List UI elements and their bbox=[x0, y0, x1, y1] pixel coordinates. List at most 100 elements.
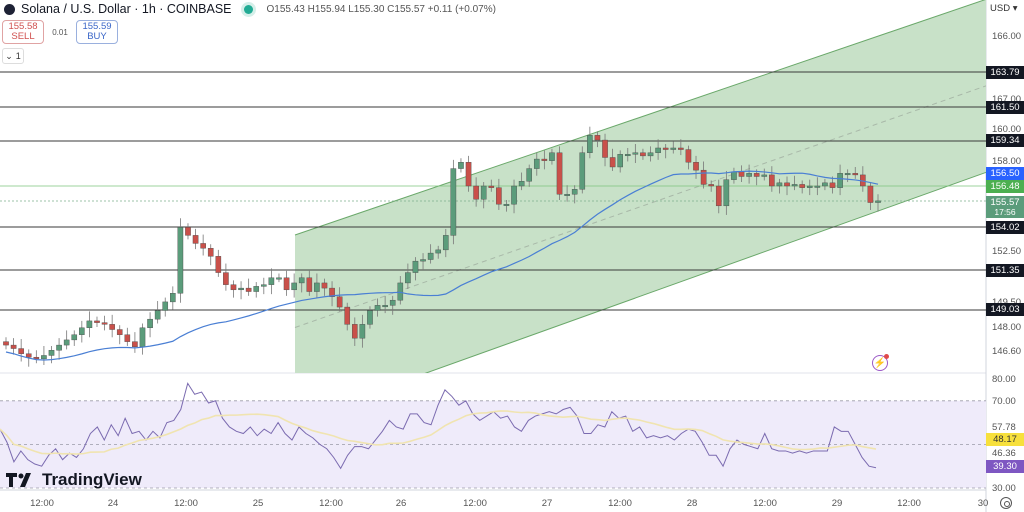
candle bbox=[602, 133, 608, 167]
candle bbox=[154, 301, 161, 324]
settings-gear-icon[interactable] bbox=[1000, 497, 1012, 509]
indicator-count: 1 bbox=[15, 51, 21, 61]
candle bbox=[177, 218, 184, 303]
price-axis-label: 146.60 bbox=[992, 346, 1022, 357]
time-axis-label: 25 bbox=[252, 498, 264, 509]
candle bbox=[314, 273, 320, 298]
candle bbox=[268, 268, 275, 295]
candle bbox=[336, 287, 343, 312]
spread-value: 0.01 bbox=[52, 27, 68, 37]
time-axis-label: 12:00 bbox=[174, 498, 198, 509]
candle bbox=[63, 330, 70, 350]
candle bbox=[761, 168, 768, 181]
candle bbox=[321, 278, 328, 296]
candle bbox=[655, 139, 661, 160]
rsi-ma-line bbox=[0, 410, 877, 455]
candle bbox=[723, 170, 730, 215]
candle bbox=[139, 323, 146, 355]
candle bbox=[518, 172, 525, 191]
candle bbox=[875, 194, 881, 212]
candle bbox=[397, 276, 404, 305]
candle bbox=[245, 278, 252, 296]
candle bbox=[715, 179, 722, 214]
candle bbox=[594, 131, 601, 148]
candle bbox=[329, 281, 335, 307]
candle bbox=[283, 270, 290, 296]
rsi-value-tag: 48.17 bbox=[986, 433, 1024, 446]
time-axis-label: 12:00 bbox=[753, 498, 777, 509]
time-axis-label: 30 bbox=[977, 498, 989, 509]
candle bbox=[442, 228, 449, 258]
candle bbox=[215, 249, 222, 277]
price-level-tag: 163.79 bbox=[986, 66, 1024, 79]
channel-lower-line bbox=[424, 171, 986, 373]
candle bbox=[685, 145, 692, 170]
price-level-tag: 156.50 bbox=[986, 167, 1024, 180]
price-level-tag: 156.48 bbox=[986, 180, 1024, 193]
price-axis-label: 158.00 bbox=[992, 156, 1022, 167]
candle bbox=[147, 312, 153, 338]
moving-average-line bbox=[5, 170, 879, 361]
candle bbox=[33, 350, 40, 364]
candle bbox=[405, 263, 411, 289]
time-axis-label: 12:00 bbox=[319, 498, 343, 509]
candle bbox=[101, 315, 108, 331]
candle bbox=[10, 338, 17, 355]
candle bbox=[571, 185, 578, 204]
candle bbox=[579, 146, 586, 194]
symbol-title[interactable]: Solana / U.S. Dollar · 1h · COINBASE bbox=[21, 2, 232, 16]
price-level-tag: 155.57 bbox=[986, 196, 1024, 209]
candle bbox=[799, 180, 805, 194]
time-axis-label: 28 bbox=[686, 498, 698, 509]
sell-button[interactable]: 155.58 SELL bbox=[2, 20, 44, 44]
candle bbox=[647, 146, 654, 162]
candle bbox=[230, 280, 237, 298]
candle bbox=[79, 320, 85, 343]
candle bbox=[496, 178, 502, 210]
candle bbox=[806, 179, 813, 196]
candle bbox=[822, 178, 828, 191]
buy-label: BUY bbox=[87, 31, 107, 42]
candle bbox=[541, 150, 548, 170]
time-axis-label: 24 bbox=[107, 498, 119, 509]
candle bbox=[458, 158, 464, 173]
candle bbox=[700, 161, 707, 189]
candle bbox=[382, 295, 388, 314]
indicators-collapse-button[interactable]: ⌄ 1 bbox=[2, 48, 24, 64]
candle bbox=[86, 311, 93, 338]
buy-price: 155.59 bbox=[82, 21, 112, 32]
candle bbox=[389, 295, 396, 315]
time-axis-label: 12:00 bbox=[30, 498, 54, 509]
rsi-axis-label: 46.36 bbox=[992, 448, 1016, 459]
candle bbox=[526, 164, 532, 187]
candle bbox=[344, 302, 351, 331]
sell-price: 155.58 bbox=[8, 21, 38, 32]
price-axis-label: 152.50 bbox=[992, 246, 1022, 257]
alert-bolt-icon[interactable]: ⚡ bbox=[872, 354, 889, 371]
candle bbox=[162, 297, 169, 317]
candle bbox=[662, 144, 669, 159]
time-axis-label: 29 bbox=[831, 498, 843, 509]
candle bbox=[374, 298, 381, 317]
candle bbox=[473, 177, 479, 207]
rsi-axis-label: 80.00 bbox=[992, 374, 1016, 385]
buy-button[interactable]: 155.59 BUY bbox=[76, 20, 118, 44]
candle bbox=[207, 244, 214, 266]
price-axis-label: 167.00 bbox=[992, 94, 1022, 105]
time-axis-label: 12:00 bbox=[463, 498, 487, 509]
candle bbox=[427, 244, 434, 264]
candle bbox=[412, 257, 419, 281]
price-axis-label: 166.00 bbox=[992, 31, 1022, 42]
candle bbox=[352, 317, 358, 346]
candle bbox=[223, 263, 229, 291]
currency-selector[interactable]: USD ▾ bbox=[990, 3, 1018, 14]
candle bbox=[791, 175, 798, 191]
rsi-axis-label: 57.78 bbox=[992, 422, 1016, 433]
candle bbox=[708, 180, 714, 192]
candle bbox=[94, 316, 100, 327]
candle bbox=[435, 245, 442, 259]
sell-label: SELL bbox=[11, 31, 35, 42]
candle bbox=[488, 179, 495, 192]
price-level-tag: 149.03 bbox=[986, 303, 1024, 316]
